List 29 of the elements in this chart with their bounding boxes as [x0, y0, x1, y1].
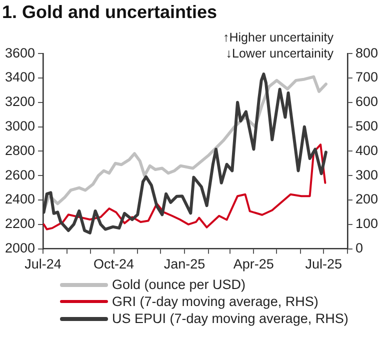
- y-tick-label: 3400: [4, 70, 36, 85]
- y2-tick-label: 600: [355, 94, 378, 110]
- y-tick-label: 2400: [4, 192, 36, 207]
- y-tick-label: 2600: [4, 167, 36, 182]
- legend-label: US EPUI (7-day moving average, RHS): [112, 310, 348, 327]
- y2-tick-label: 500: [355, 118, 378, 134]
- y2-tick-label: 700: [355, 70, 378, 85]
- y2-tick-label: 800: [355, 45, 378, 60]
- x-tick-label: Apr-25: [233, 256, 274, 272]
- y-tick-label: 3200: [4, 94, 36, 110]
- legend-label: GRI (7-day moving average, RHS): [112, 293, 318, 310]
- x-tick-label: Jul-25: [305, 256, 342, 272]
- y2-tick-label: 300: [355, 167, 378, 182]
- chart-title: 1. Gold and uncertainties: [2, 2, 218, 22]
- y-tick-label: 2200: [4, 216, 36, 232]
- text: ↑Higher uncertainity: [223, 30, 334, 44]
- y-tick-label: 3600: [4, 45, 36, 60]
- y2-tick-label: 0: [355, 240, 363, 256]
- y-tick-label: 2000: [4, 240, 36, 256]
- y2-tick-label: 100: [355, 216, 378, 232]
- legend-label: Gold (ounce per USD): [112, 276, 246, 293]
- y2-tick-label: 400: [355, 142, 378, 158]
- x-tick-label: Oct-24: [94, 256, 135, 272]
- y-tick-label: 3000: [4, 118, 36, 134]
- y2-tick-label: 200: [355, 192, 378, 207]
- annotation: ↓Lower uncertainity: [226, 46, 334, 60]
- y-tick-label: 2800: [4, 142, 36, 158]
- x-tick-label: Jul-24: [24, 256, 62, 272]
- x-tick-label: Jan-25: [164, 256, 206, 272]
